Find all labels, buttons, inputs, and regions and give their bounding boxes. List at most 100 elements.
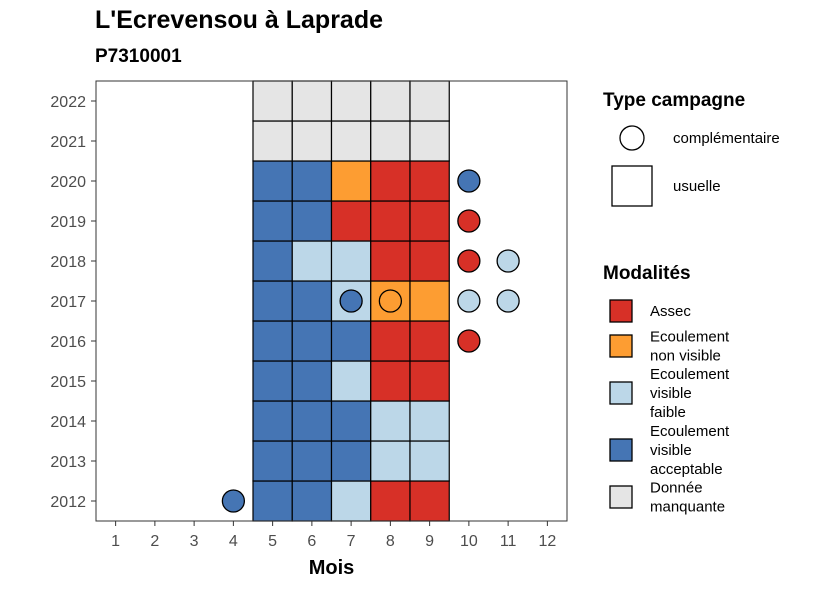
y-tick-label: 2021 xyxy=(50,134,86,151)
y-tick-label: 2015 xyxy=(50,374,86,391)
point-2017-11 xyxy=(496,289,520,313)
y-tick-label: 2016 xyxy=(50,334,86,351)
point-2018-11 xyxy=(496,249,520,273)
tile-2015-5 xyxy=(252,360,293,402)
tile-2012-5 xyxy=(252,480,293,522)
tile-2020-9 xyxy=(409,160,450,202)
x-tick-label: 8 xyxy=(386,533,395,550)
tile-2018-6 xyxy=(291,240,333,282)
tile-2016-5 xyxy=(252,320,293,362)
tile-2013-9 xyxy=(409,440,450,482)
tile-2019-9 xyxy=(409,200,450,242)
legend-key-modalite xyxy=(609,381,633,405)
tile-2020-6 xyxy=(291,160,333,202)
y-tick-label: 2022 xyxy=(50,94,86,111)
tile-2019-7 xyxy=(330,200,372,242)
tile-2013-7 xyxy=(330,440,372,482)
tile-2014-9 xyxy=(409,400,450,442)
point-2016-10 xyxy=(457,329,481,353)
legend-type-title: Type campagne xyxy=(603,90,745,111)
x-tick-label: 11 xyxy=(500,533,517,550)
tile-2013-8 xyxy=(370,440,411,482)
legend-key-modalite xyxy=(609,485,633,509)
tile-2018-8 xyxy=(370,240,411,282)
tile-2020-8 xyxy=(370,160,411,202)
y-tick-label: 2013 xyxy=(50,454,86,471)
legend: Type campagne complémentaire usuelle Modali… xyxy=(603,90,780,516)
chart-subtitle: P7310001 xyxy=(95,46,182,67)
legend-key-modalite xyxy=(609,334,633,358)
point-2018-10 xyxy=(457,249,481,273)
tile-2021-9 xyxy=(409,120,450,162)
tile-2016-9 xyxy=(409,320,450,362)
legend-type-label: complémentaire xyxy=(673,130,780,147)
y-tick-label: 2018 xyxy=(50,254,86,271)
tile-2012-9 xyxy=(409,480,450,522)
tile-2015-9 xyxy=(409,360,450,402)
tile-2018-9 xyxy=(409,240,450,282)
legend-key-circle xyxy=(619,125,645,151)
legend-key-modalite xyxy=(609,438,633,462)
x-tick-label: 6 xyxy=(307,533,316,550)
point-2017-10 xyxy=(457,289,481,313)
tile-2017-5 xyxy=(252,280,293,322)
point-2017-8 xyxy=(378,289,403,313)
point-2012-4 xyxy=(221,489,246,513)
tile-2021-8 xyxy=(370,120,411,162)
tile-2017-6 xyxy=(291,280,333,322)
tile-2019-6 xyxy=(291,200,333,242)
axes: 1 2 3 4 5 6 7 8 9 10 11 122012201320142015201620172… xyxy=(50,80,568,550)
tile-2014-8 xyxy=(370,400,411,442)
x-tick-label: 7 xyxy=(347,533,356,550)
legend-key-modalite xyxy=(609,299,633,323)
tile-2016-8 xyxy=(370,320,411,362)
tile-2016-6 xyxy=(291,320,333,362)
tile-2015-7 xyxy=(330,360,372,402)
y-tick-label: 2019 xyxy=(50,214,86,231)
x-tick-label: 3 xyxy=(190,533,199,550)
tile-2022-6 xyxy=(291,80,333,122)
tile-2022-9 xyxy=(409,80,450,122)
tile-2016-7 xyxy=(330,320,372,362)
tile-2012-6 xyxy=(291,480,333,522)
tile-2022-8 xyxy=(370,80,411,122)
legend-modalites-title: Modalités xyxy=(603,263,691,284)
x-tick-label: 2 xyxy=(150,533,159,550)
tile-2019-8 xyxy=(370,200,411,242)
x-tick-label: 1 xyxy=(111,533,120,550)
x-axis-title: Mois xyxy=(309,557,355,579)
tile-2014-6 xyxy=(291,400,333,442)
legend-modalite-label: Ecoulement non visible xyxy=(650,329,730,365)
x-tick-label: 4 xyxy=(229,533,238,550)
tile-2013-6 xyxy=(291,440,333,482)
legend-key-square xyxy=(611,165,653,207)
tile-2021-5 xyxy=(252,120,293,162)
legend-modalite-label: Assec xyxy=(650,303,691,320)
tile-2021-6 xyxy=(291,120,333,162)
tile-2015-6 xyxy=(291,360,333,402)
tile-2015-8 xyxy=(370,360,411,402)
tile-2022-5 xyxy=(252,80,293,122)
y-tick-label: 2012 xyxy=(50,494,86,511)
tile-2013-5 xyxy=(252,440,293,482)
plot-area xyxy=(96,80,567,522)
legend-modalite-label: Ecoulement visible acceptable xyxy=(650,423,730,478)
tile-2018-5 xyxy=(252,240,293,282)
y-tick-label: 2020 xyxy=(50,174,86,191)
y-tick-label: 2017 xyxy=(50,294,86,311)
x-tick-label: 9 xyxy=(425,533,434,550)
chart-title: L'Ecrevensou à Laprade xyxy=(95,6,384,34)
tile-2014-7 xyxy=(330,400,372,442)
point-2020-10 xyxy=(457,169,481,193)
x-tick-label: 12 xyxy=(538,533,556,550)
point-2017-7 xyxy=(339,289,363,313)
x-tick-label: 5 xyxy=(268,533,277,550)
tile-2012-8 xyxy=(370,480,411,522)
legend-modalite-label: Donnée manquante xyxy=(650,480,725,516)
legend-modalite-label: Ecoulement visible faible xyxy=(650,366,730,421)
tile-2014-5 xyxy=(252,400,293,442)
tile-2020-7 xyxy=(330,160,372,202)
tile-2022-7 xyxy=(330,80,372,122)
legend-type-label: usuelle xyxy=(673,178,721,195)
tile-2021-7 xyxy=(330,120,372,162)
